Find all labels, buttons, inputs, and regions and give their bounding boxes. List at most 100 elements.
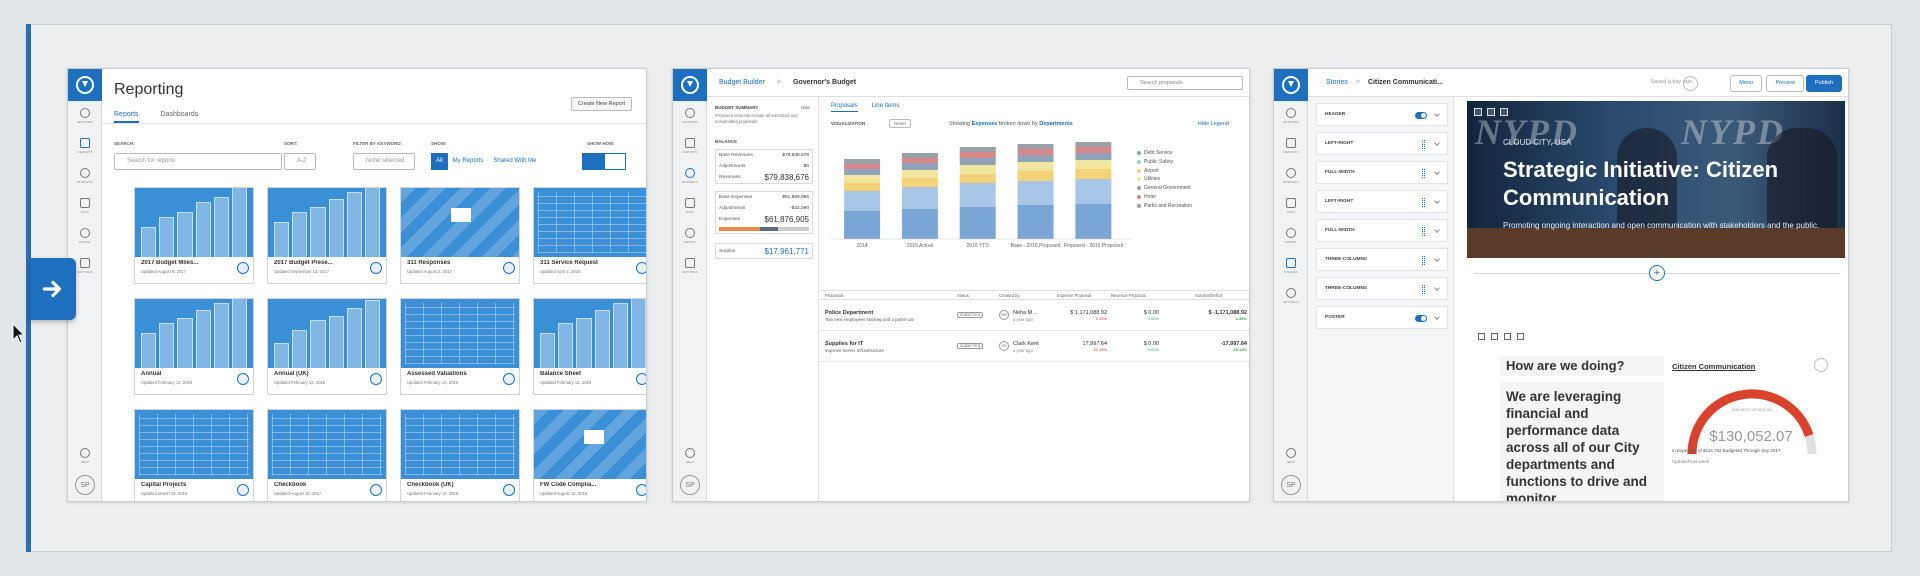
hero-title[interactable]: Strategic Initiative: Citizen Communicat… [1503, 157, 1779, 210]
report-card[interactable]: Annual (UK) Updated February 12, 2016 [267, 298, 387, 395]
legend-item[interactable]: Utilities [1137, 175, 1192, 184]
drag-handle-icon[interactable] [1422, 227, 1425, 236]
table-row[interactable]: Police Department Two new employees start… [819, 301, 1249, 331]
report-card[interactable]: 311 Responses Updated August 2, 2017 [400, 187, 520, 284]
bar-segment[interactable] [1017, 205, 1054, 239]
hide-summary-button[interactable]: Hide [800, 105, 810, 110]
app-logo-icon[interactable] [1274, 69, 1308, 101]
bar-segment[interactable] [1075, 160, 1112, 169]
drag-handle-icon[interactable] [1422, 198, 1425, 207]
layout-item-left-right[interactable]: LEFT-RIGHT [1316, 190, 1448, 213]
report-card[interactable]: FW Code Complia... Updated August 15, 201… [533, 409, 646, 501]
report-card[interactable]: Checkbook (UK) Updated February 12, 2016 [400, 409, 520, 501]
rail-item-settings[interactable]: SETTINGS [68, 251, 102, 281]
list-view-icon[interactable] [604, 153, 626, 170]
report-card[interactable]: 2017 Budget Miles... Updated August 6, 20… [134, 187, 254, 284]
report-card[interactable]: Annual Updated February 12, 2016 [134, 298, 254, 395]
bar-segment[interactable] [959, 165, 996, 174]
drag-handle-icon[interactable] [1422, 140, 1425, 149]
chevron-down-icon[interactable] [1478, 333, 1485, 340]
bar-segment[interactable] [844, 159, 881, 164]
rail-item-network[interactable]: NETWORK [68, 101, 102, 131]
bar-segment[interactable] [901, 209, 938, 239]
help-icon[interactable]: HELP [68, 441, 102, 471]
rail-item-reports[interactable]: REPORTS [68, 131, 102, 161]
bar-segment[interactable] [844, 175, 881, 183]
breakdown-selector[interactable]: Departments [1039, 121, 1073, 127]
layout-item-three-columns[interactable]: THREE-COLUMNS [1316, 277, 1448, 300]
bar-segment[interactable] [1075, 204, 1112, 239]
show-my-reports-button[interactable]: My Reports [447, 153, 489, 170]
avatar[interactable]: SP [75, 475, 95, 495]
sort-select[interactable]: A-Z [284, 153, 316, 170]
metric-card-title[interactable]: Citizen Communication [1672, 362, 1756, 371]
rail-item-portal[interactable]: PORTAL [1274, 221, 1308, 251]
rail-item-data[interactable]: DATA [673, 191, 707, 221]
legend-item[interactable]: Debt Service [1137, 149, 1192, 158]
reset-button[interactable]: Reset [889, 119, 911, 128]
layout-item-three-columns[interactable]: THREE-COLUMNS [1316, 248, 1448, 271]
app-logo-icon[interactable] [68, 69, 102, 101]
visualization-toggle[interactable]: VISUALIZATION [831, 121, 866, 126]
chevron-down-icon[interactable] [1434, 256, 1440, 262]
chevron-down-icon[interactable] [1434, 227, 1440, 233]
layout-icon[interactable] [1474, 108, 1482, 116]
avatar[interactable]: SP [1281, 475, 1301, 495]
layout-item-poster[interactable]: POSTER [1316, 306, 1448, 329]
legend-item[interactable]: Parks and Recreation [1137, 202, 1192, 211]
rail-item-network[interactable]: NETWORK [1274, 101, 1308, 131]
chevron-down-icon[interactable] [1434, 285, 1440, 291]
breadcrumb-stories[interactable]: Stories [1326, 79, 1348, 86]
tab-proposals[interactable]: Proposals [831, 103, 858, 112]
layout-item-left-right[interactable]: LEFT-RIGHT [1316, 132, 1448, 155]
toggle-switch[interactable] [1415, 112, 1427, 119]
proposal-name[interactable]: Supplies for IT [825, 341, 864, 347]
legend-item[interactable]: Airport [1137, 167, 1192, 176]
rail-item-network[interactable]: NETWORK [673, 101, 707, 131]
tab-reports[interactable]: Reports [114, 111, 139, 123]
bar-segment[interactable] [959, 207, 996, 239]
avatar[interactable]: SP [680, 475, 700, 495]
bar-segment[interactable] [959, 147, 996, 152]
rail-item-budgets[interactable]: BUDGETS [1274, 161, 1308, 191]
report-card[interactable]: Capital Projects Updated March 14, 2016 [134, 409, 254, 501]
bar-segment[interactable] [959, 183, 996, 207]
bar-segment[interactable] [959, 158, 996, 165]
show-shared-button[interactable]: Shared With Me [488, 153, 542, 170]
publish-button[interactable]: Publish [1805, 75, 1842, 92]
drag-handle-icon[interactable] [1422, 169, 1425, 178]
bar-segment[interactable] [844, 191, 881, 211]
bar-segment[interactable] [1075, 169, 1112, 179]
layout-item-full-width[interactable]: FULL-WIDTH [1316, 161, 1448, 184]
chevron-down-icon[interactable] [1434, 111, 1440, 117]
rail-item-budgets[interactable]: BUDGETS [68, 161, 102, 191]
report-card[interactable]: Assessed Valuations Updated February 12, … [400, 298, 520, 395]
rail-item-data[interactable]: DATA [1274, 191, 1308, 221]
breadcrumb-budget-builder[interactable]: Budget Builder [719, 79, 765, 86]
bar-segment[interactable] [901, 187, 938, 209]
proposal-name[interactable]: Police Department [825, 310, 874, 316]
tab-dashboards[interactable]: Dashboards [160, 111, 199, 118]
bar-segment[interactable] [1017, 155, 1054, 162]
legend-item[interactable]: Hotel [1137, 193, 1192, 202]
help-icon[interactable]: HELP [1274, 441, 1308, 471]
bar-segment[interactable] [1017, 149, 1054, 155]
bar-segment[interactable] [959, 174, 996, 183]
rail-item-stories[interactable]: STORIES [1274, 251, 1308, 281]
bar-segment[interactable] [901, 163, 938, 170]
rail-item-budgets[interactable]: BUDGETS [673, 161, 707, 191]
bar-segment[interactable] [1017, 162, 1054, 171]
grid-view-icon[interactable] [582, 153, 604, 170]
edit-icon[interactable] [1504, 333, 1511, 340]
rail-item-settings[interactable]: SETTINGS [673, 251, 707, 281]
legend-item[interactable]: General Government [1137, 184, 1192, 193]
layout-item-full-width[interactable]: FULL-WIDTH [1316, 219, 1448, 242]
bar-segment[interactable] [901, 178, 938, 187]
chevron-down-icon[interactable] [1434, 198, 1440, 204]
hide-legend-button[interactable]: Hide Legend [1197, 121, 1229, 127]
bar-segment[interactable] [901, 153, 938, 158]
bar-segment[interactable] [844, 211, 881, 239]
tab-line-items[interactable]: Line Items [871, 103, 900, 109]
legend-item[interactable]: Public Safety [1137, 158, 1192, 167]
create-report-button[interactable]: Create New Report [570, 97, 632, 111]
